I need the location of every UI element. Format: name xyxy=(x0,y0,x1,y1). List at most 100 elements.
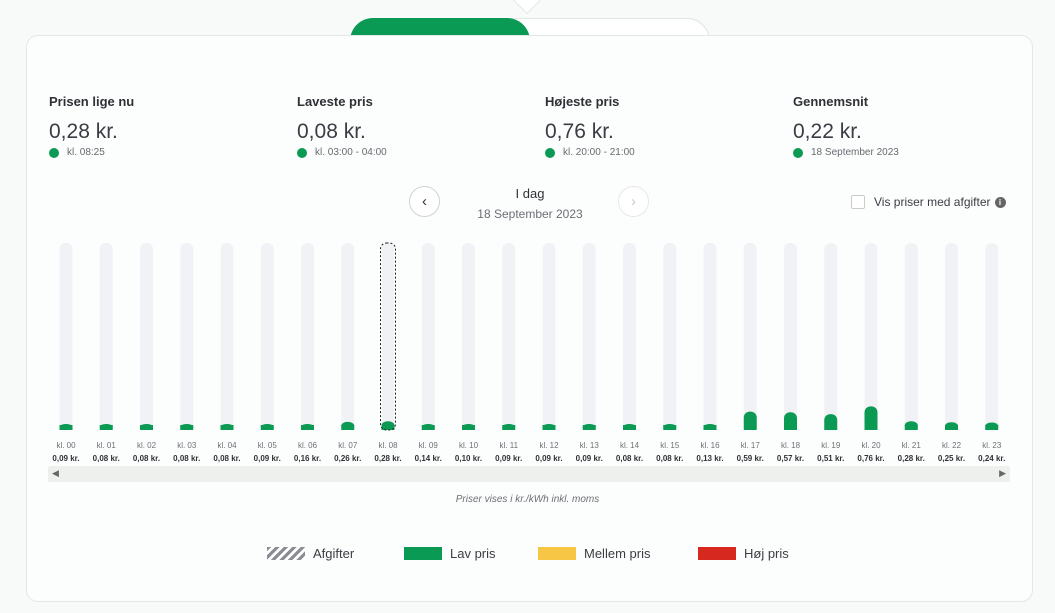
price-label: 0,28 kr. xyxy=(374,454,401,463)
hour-label: kl. 05 xyxy=(258,441,278,450)
bar-track[interactable] xyxy=(301,243,314,430)
legend-label: Mellem pris xyxy=(584,546,651,561)
stat-value: 0,22 kr. xyxy=(793,120,862,143)
tax-toggle: Vis priser med afgifter i xyxy=(851,195,1006,209)
price-bar-base xyxy=(462,425,475,430)
price-bar-base xyxy=(623,425,636,430)
price-bar-base xyxy=(784,425,797,430)
scroll-left-icon[interactable]: ◀ xyxy=(52,468,59,478)
bar-track[interactable] xyxy=(462,243,475,430)
current-hour-highlight xyxy=(380,242,396,431)
bar-track[interactable] xyxy=(502,243,516,430)
bar-track[interactable] xyxy=(623,243,636,430)
price-bar-base xyxy=(985,425,999,430)
price-label: 0,08 kr. xyxy=(616,454,643,463)
scroll-right-icon[interactable]: ▶ xyxy=(999,468,1006,478)
hour-label: kl. 03 xyxy=(177,441,197,450)
bar-track[interactable] xyxy=(824,243,838,430)
price-bar-base xyxy=(582,425,596,430)
status-dot-icon xyxy=(793,147,803,158)
info-icon[interactable]: i xyxy=(994,196,1006,208)
chart-scrollbar[interactable]: ◀ ▶ xyxy=(48,466,1010,482)
stat-lowest: Laveste pris 0,08 kr. kl. 03:00 - 04:00 xyxy=(297,94,387,158)
hour-label: kl. 16 xyxy=(700,441,720,450)
price-bar-base xyxy=(381,425,395,430)
stat-value: 0,76 kr. xyxy=(545,120,614,143)
stat-sub: kl. 03:00 - 04:00 xyxy=(315,147,387,158)
bar-track[interactable] xyxy=(985,243,999,430)
stat-average: Gennemsnit 0,22 kr. 18 September 2023 xyxy=(793,94,899,158)
high-swatch xyxy=(698,547,736,560)
bar-track[interactable] xyxy=(180,243,194,430)
bar-track[interactable] xyxy=(220,243,234,430)
price-label: 0,08 kr. xyxy=(133,454,160,463)
legend-label: Lav pris xyxy=(450,546,496,561)
price-bar-base xyxy=(260,425,274,430)
bar-track[interactable] xyxy=(542,243,556,430)
price-bar-base xyxy=(180,425,194,430)
bar-track[interactable] xyxy=(945,243,958,430)
price-label: 0,09 kr. xyxy=(576,454,603,463)
bar-track[interactable] xyxy=(260,243,274,430)
price-label: 0,16 kr. xyxy=(294,454,321,463)
bar-track[interactable] xyxy=(743,243,757,430)
day-selector: I dag 18 September 2023 xyxy=(430,186,630,221)
tax-checkbox[interactable] xyxy=(851,195,865,209)
hour-label: kl. 08 xyxy=(378,441,398,450)
price-label: 0,10 kr. xyxy=(455,454,482,463)
price-bar-base xyxy=(341,425,355,430)
price-bar-base xyxy=(301,425,314,430)
bar-track[interactable] xyxy=(421,243,435,430)
hour-label: kl. 17 xyxy=(741,441,761,450)
bar-track[interactable] xyxy=(703,243,717,430)
bar-track[interactable] xyxy=(341,243,355,430)
bar-track[interactable] xyxy=(140,243,153,430)
stat-highest: Højeste pris 0,76 kr. kl. 20:00 - 21:00 xyxy=(545,94,635,158)
bar-track[interactable] xyxy=(904,243,918,430)
bar-track[interactable] xyxy=(381,243,395,430)
price-bar[interactable] xyxy=(864,406,878,430)
price-bar-base xyxy=(945,425,958,430)
bar-track[interactable] xyxy=(582,243,596,430)
price-label: 0,14 kr. xyxy=(415,454,442,463)
bar-track[interactable] xyxy=(784,243,797,430)
price-note: Priser vises i kr./kWh inkl. moms xyxy=(455,494,600,505)
hour-label: kl. 13 xyxy=(580,441,600,450)
price-label: 0,51 kr. xyxy=(817,454,844,463)
price-bar-base xyxy=(59,425,73,430)
hour-label: kl. 12 xyxy=(539,441,559,450)
bar-track[interactable] xyxy=(99,243,113,430)
hour-label: kl. 07 xyxy=(338,441,358,450)
price-bar-base xyxy=(663,425,677,430)
bar-track[interactable] xyxy=(864,243,878,430)
price-bar-base xyxy=(743,425,757,430)
hour-label: kl. 15 xyxy=(660,441,680,450)
next-day-button[interactable]: › xyxy=(618,186,649,217)
bar-track[interactable] xyxy=(59,243,73,430)
prev-day-button[interactable]: ‹ xyxy=(409,186,440,217)
low-swatch xyxy=(404,547,442,560)
price-label: 0,28 kr. xyxy=(898,454,925,463)
tax-label: Vis priser med afgifter xyxy=(874,195,991,209)
hour-label: kl. 06 xyxy=(298,441,318,450)
stat-current: Prisen lige nu 0,28 kr. kl. 08:25 xyxy=(49,94,134,158)
price-label: 0,57 kr. xyxy=(777,454,804,463)
price-bar-base xyxy=(824,425,838,430)
chevron-left-icon: ‹ xyxy=(422,193,427,210)
price-label: 0,08 kr. xyxy=(173,454,200,463)
price-label: 0,24 kr. xyxy=(978,454,1005,463)
stat-value: 0,08 kr. xyxy=(297,120,366,143)
price-bar-base xyxy=(542,425,556,430)
tab-pointer xyxy=(512,0,542,15)
price-label: 0,08 kr. xyxy=(213,454,240,463)
stat-label: Prisen lige nu xyxy=(49,94,135,109)
legend-high: Høj pris xyxy=(698,546,789,561)
hour-label: kl. 02 xyxy=(137,441,157,450)
price-label: 0,09 kr. xyxy=(254,454,281,463)
tax-swatch xyxy=(267,547,305,560)
bar-track[interactable] xyxy=(663,243,677,430)
status-dot-icon xyxy=(297,147,307,158)
stat-sub: kl. 08:25 xyxy=(67,147,105,158)
price-label: 0,59 kr. xyxy=(737,454,764,463)
price-bar-base xyxy=(140,425,153,430)
